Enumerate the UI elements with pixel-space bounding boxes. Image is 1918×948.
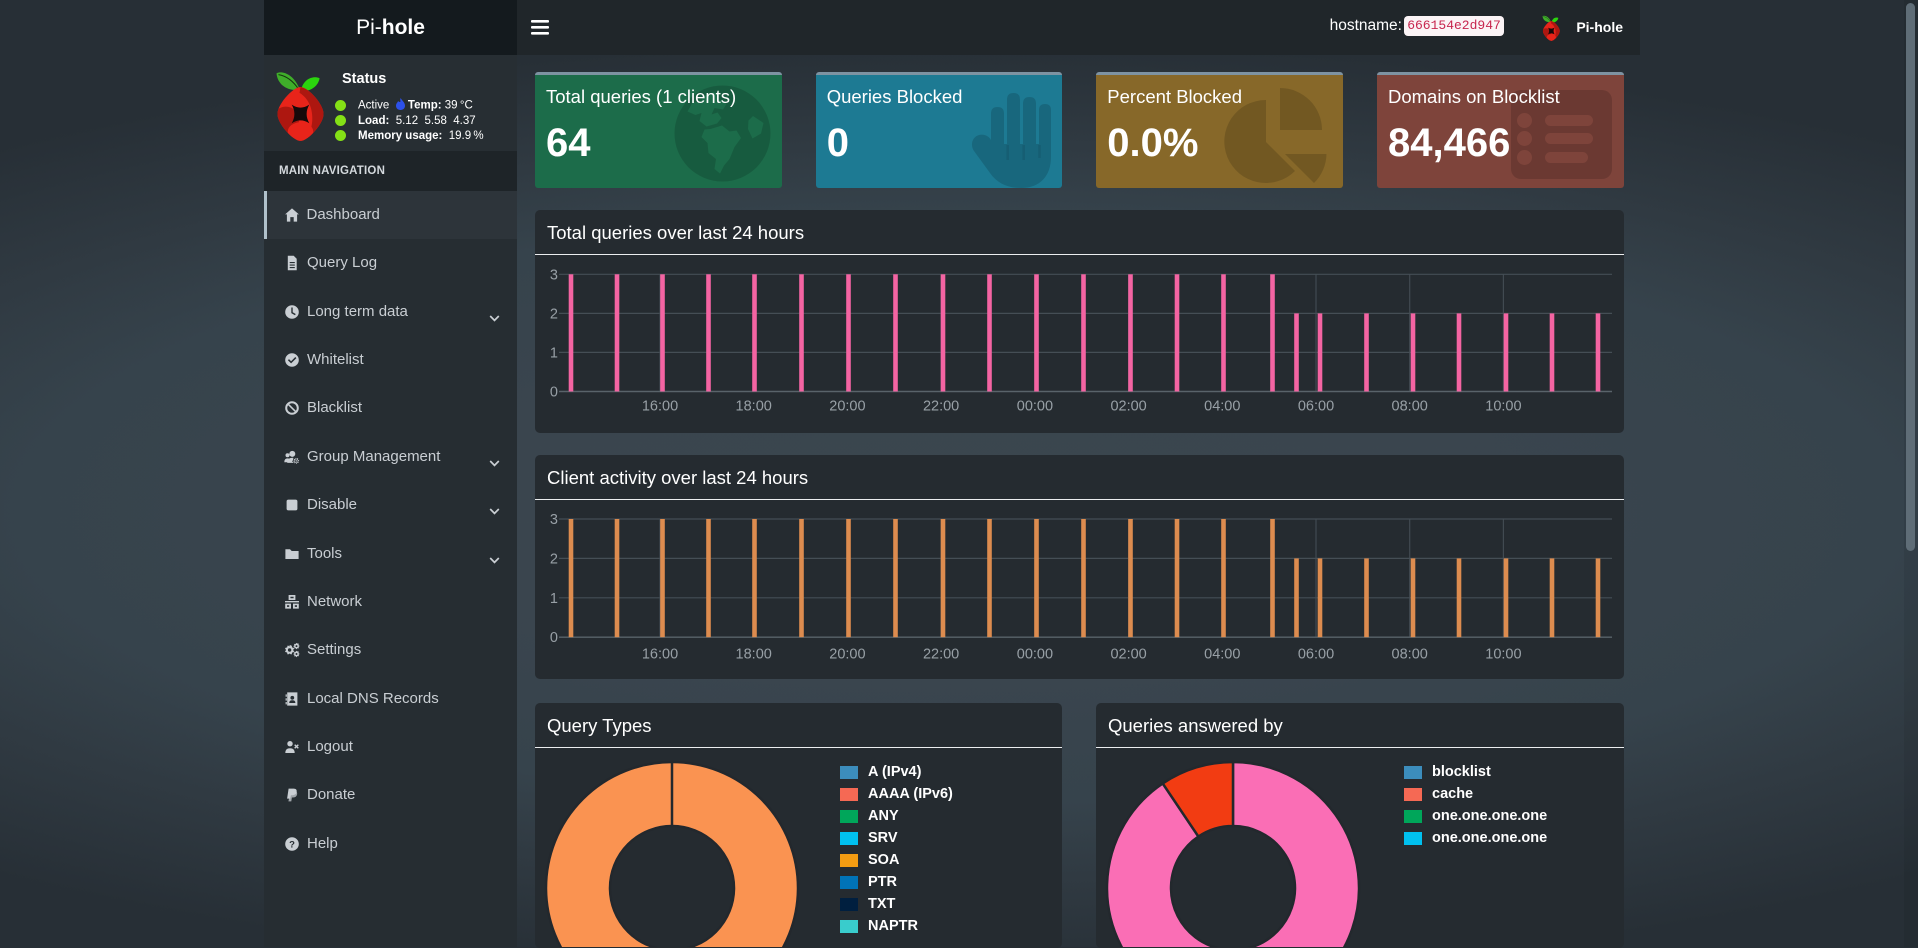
svg-text:06:00: 06:00 (1298, 647, 1334, 663)
svg-text:2: 2 (550, 306, 558, 322)
svg-text:0: 0 (550, 630, 558, 646)
svg-text:00:00: 00:00 (1017, 399, 1053, 415)
svg-text:04:00: 04:00 (1204, 399, 1240, 415)
svg-text:04:00: 04:00 (1204, 647, 1240, 663)
svg-text:0: 0 (550, 385, 558, 401)
svg-text:16:00: 16:00 (642, 399, 678, 415)
svg-text:3: 3 (550, 267, 558, 283)
svg-text:20:00: 20:00 (829, 647, 865, 663)
svg-text:02:00: 02:00 (1110, 647, 1146, 663)
svg-text:22:00: 22:00 (923, 647, 959, 663)
svg-text:20:00: 20:00 (829, 399, 865, 415)
svg-text:2: 2 (550, 551, 558, 567)
svg-text:1: 1 (550, 345, 558, 361)
svg-text:16:00: 16:00 (642, 647, 678, 663)
svg-text:00:00: 00:00 (1017, 647, 1053, 663)
svg-text:3: 3 (550, 512, 558, 528)
svg-text:18:00: 18:00 (736, 399, 772, 415)
svg-text:1: 1 (550, 591, 558, 607)
svg-text:18:00: 18:00 (736, 647, 772, 663)
svg-text:06:00: 06:00 (1298, 399, 1334, 415)
svg-text:22:00: 22:00 (923, 399, 959, 415)
svg-text:08:00: 08:00 (1392, 399, 1428, 415)
svg-text:10:00: 10:00 (1485, 399, 1521, 415)
svg-text:?: ? (289, 839, 295, 850)
svg-text:10:00: 10:00 (1485, 647, 1521, 663)
svg-text:08:00: 08:00 (1392, 647, 1428, 663)
svg-text:02:00: 02:00 (1110, 399, 1146, 415)
